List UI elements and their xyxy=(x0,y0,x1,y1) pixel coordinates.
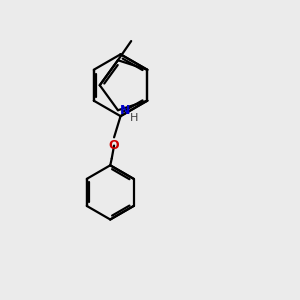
Text: H: H xyxy=(130,113,138,124)
Text: N: N xyxy=(120,104,131,117)
Text: O: O xyxy=(108,139,119,152)
